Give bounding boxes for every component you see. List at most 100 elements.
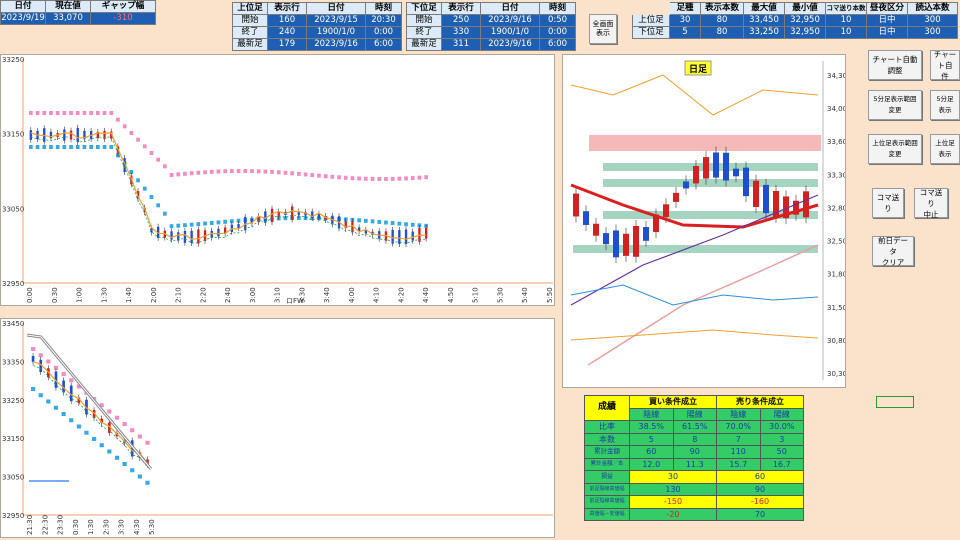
settings-cell[interactable]: 80 [700,14,744,27]
lower-band-marker [377,219,382,224]
upper-band-marker [343,175,348,180]
lower-band-marker [76,424,81,429]
lower-band-marker [156,203,160,208]
daily-band-lower [570,284,819,306]
header-gap-value: -310 [90,12,156,25]
settings-cell[interactable]: 300 [907,26,958,39]
candle [54,371,58,388]
upper-band-marker [176,172,181,177]
selected-cell[interactable] [876,396,914,408]
upper-band-marker [390,176,395,181]
settings-cell[interactable]: 32,950 [784,26,826,39]
lower-band-marker [129,170,134,174]
daily-ma-purple [570,194,819,306]
upper-cell: 2023/9/15 [306,14,366,27]
settings-cell[interactable]: 33,450 [743,14,785,27]
y-tick-label: 30,300 [827,370,845,378]
lower-band-marker [216,220,221,225]
upper-col-3: 時刻 [365,2,402,15]
upper-band-marker [276,170,281,175]
x-tick-label: 0:30 [72,519,80,535]
chart-auto-adjust-button[interactable]: チャート自動調整 [868,50,922,80]
stats-sub-header: 陰線 [629,407,674,421]
upper-range-button[interactable]: 上位足表示範囲変更 [868,134,922,164]
lower-cell[interactable]: 250 [441,14,481,27]
stats-cell: 110 [716,445,761,459]
lower-cell: 311 [441,38,481,51]
chart-watermark: ロFW [286,297,304,305]
candle [156,226,160,238]
header-date-label: 日付 [0,0,46,13]
upper-cell[interactable]: 240 [267,26,307,39]
support-zone [573,245,818,253]
koma-button[interactable]: コマ送り [872,188,904,218]
settings-cell[interactable]: 32,950 [784,14,826,27]
lower-band-marker [203,221,207,226]
candle [210,230,213,238]
candle [77,397,81,403]
min5-range-button-2[interactable]: 5分足 表示 [930,90,960,120]
lower-cell[interactable]: 330 [441,26,481,39]
x-tick-label: 2:00 [150,287,158,303]
upper-range-button-2[interactable]: 上位足 表示 [930,134,960,164]
y-tick-label: 33250 [2,56,24,64]
candle [237,223,240,229]
upper-band-marker [303,172,308,177]
stats-cell: 7 [716,432,761,446]
upper-band-marker [69,378,74,383]
settings-cell[interactable]: 80 [700,26,744,39]
fullscreen-button[interactable]: 全画面 表示 [589,14,617,44]
buy-condition-header: 買い条件成立 [629,395,717,409]
settings-cell[interactable]: 日中 [866,14,908,27]
y-tick-label: 33350 [2,358,24,366]
stats-cell: 16.7 [759,457,804,471]
upper-band-marker [122,422,127,426]
stats-merged-sell: 90 [716,482,804,496]
upper-band-marker [61,372,66,376]
min5-range-button[interactable]: 5分足表示範囲変更 [868,90,922,120]
settings-cell[interactable]: 10 [825,14,867,27]
stats-cell: 12.0 [629,457,674,471]
upper-band-marker [209,169,214,174]
settings-cell[interactable]: 33,250 [743,26,785,39]
settings-cell[interactable]: 5 [669,26,701,39]
upper-band-marker [46,359,51,364]
x-tick-label: 5:40 [521,287,529,303]
candle [391,229,394,244]
lower-band-marker [31,387,36,391]
x-tick-label: 4:40 [422,287,430,303]
header-price-label: 現在値 [45,0,91,13]
lower-band-marker [236,218,241,223]
candle [170,231,173,240]
upper-band-marker [96,111,100,115]
candle [290,206,294,220]
koma-stop-button[interactable]: コマ送り 中止 [914,188,948,219]
upper-row-label: 終了 [232,26,268,39]
daily-candle [693,165,699,184]
clear-previous-day-button[interactable]: 前日データ クリア [872,236,914,267]
x-tick-label: 5:30 [496,287,504,303]
lower-band-marker [107,449,112,454]
daily-candle [633,225,639,257]
candle [404,229,408,245]
upper-cell[interactable]: 160 [267,14,307,27]
chart-sub-button[interactable]: チャート自 件 [930,50,960,81]
candle [217,228,220,237]
upper-band-marker [142,144,147,149]
settings-cell[interactable]: 30 [669,14,701,27]
lower-band-marker [364,218,368,223]
daily-candle [603,233,609,245]
upper-band-marker [35,111,40,115]
lower-cell: 6:00 [539,38,576,51]
y-tick-label: 33450 [2,320,24,328]
upper-band-marker [243,169,248,174]
y-tick-label: 33150 [2,435,24,443]
settings-cell[interactable]: 10 [825,26,867,39]
daily-band-upper [570,74,819,116]
stats-cell: 38.5% [629,420,674,434]
upper-band-marker [89,111,93,115]
upper-band-marker [107,409,112,414]
lower-band-marker [89,145,93,149]
settings-cell[interactable]: 日中 [866,26,908,39]
settings-cell[interactable]: 300 [907,14,958,27]
